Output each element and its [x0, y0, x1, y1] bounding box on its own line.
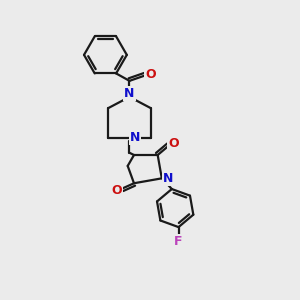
Text: F: F [174, 235, 183, 248]
Text: N: N [130, 131, 140, 144]
Text: O: O [111, 184, 122, 197]
Text: N: N [163, 172, 173, 185]
Text: O: O [145, 68, 156, 80]
Text: N: N [124, 87, 135, 100]
Text: O: O [168, 136, 179, 150]
